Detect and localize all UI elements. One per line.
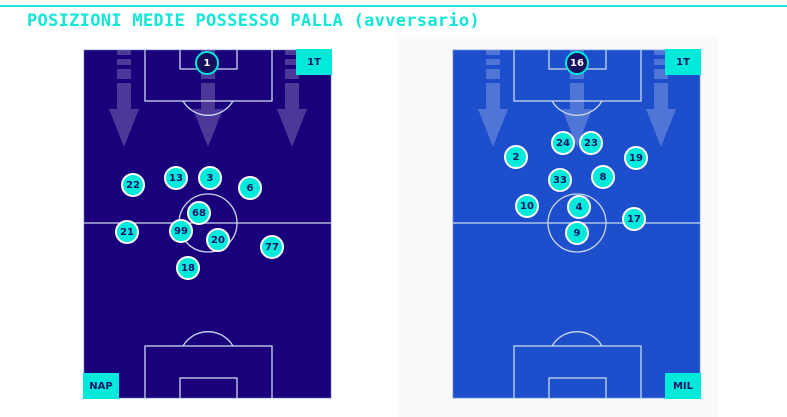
player-marker: 21 bbox=[115, 220, 139, 244]
player-marker: 68 bbox=[187, 201, 211, 225]
player-marker: 18 bbox=[176, 256, 200, 280]
player-marker: 10 bbox=[515, 194, 539, 218]
player-marker: 24 bbox=[551, 131, 575, 155]
attack-direction-arrow-icon bbox=[277, 49, 307, 147]
attack-direction-arrow-icon bbox=[109, 49, 139, 147]
player-marker: 6 bbox=[238, 176, 262, 200]
player-marker: 23 bbox=[579, 131, 603, 155]
goalkeeper-marker: 1 bbox=[195, 51, 219, 75]
player-marker: 77 bbox=[260, 235, 284, 259]
player-marker: 2 bbox=[504, 145, 528, 169]
player-marker: 17 bbox=[622, 207, 646, 231]
player-marker: 33 bbox=[548, 168, 572, 192]
player-marker: 13 bbox=[164, 166, 188, 190]
player-marker: 99 bbox=[169, 219, 193, 243]
player-marker: 20 bbox=[206, 228, 230, 252]
goalkeeper-marker: 16 bbox=[565, 51, 589, 75]
player-marker: 22 bbox=[121, 173, 145, 197]
attack-direction-arrow-icon bbox=[646, 49, 676, 147]
player-marker: 19 bbox=[624, 146, 648, 170]
attack-direction-arrow-icon bbox=[478, 49, 508, 147]
page-title: POSIZIONI MEDIE POSSESSO PALLA (avversar… bbox=[27, 11, 480, 31]
period-badge: 1T bbox=[665, 49, 701, 75]
player-marker: 9 bbox=[565, 221, 589, 245]
player-marker: 4 bbox=[567, 195, 591, 219]
team-badge: MIL bbox=[665, 373, 701, 399]
period-badge: 1T bbox=[296, 49, 332, 75]
player-marker: 8 bbox=[591, 165, 615, 189]
home-pitch: 1T NAP 1 22 13 3 6 68 21 99 20 77 18 bbox=[83, 49, 332, 399]
player-marker: 3 bbox=[198, 166, 222, 190]
pitch-markings bbox=[83, 49, 332, 399]
top-divider bbox=[0, 5, 787, 7]
away-pitch: 1T MIL 16 24 23 2 19 33 8 10 4 17 9 bbox=[452, 49, 701, 399]
team-badge: NAP bbox=[83, 373, 119, 399]
